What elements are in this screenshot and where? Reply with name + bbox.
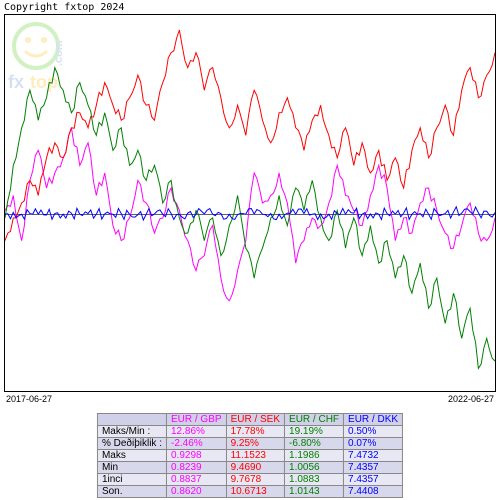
- table-cell: 9.4690: [226, 462, 284, 474]
- table-row: Maks0.929811.15231.19867.4732: [97, 450, 402, 462]
- table-cell: 0.8239: [166, 462, 226, 474]
- table-cell: 0.07%: [344, 438, 403, 450]
- table-cell: 11.1523: [226, 450, 284, 462]
- table-row: Son.0.862010.67131.01437.4408: [97, 486, 402, 498]
- table-cell: 1.0056: [285, 462, 344, 474]
- table-cell: 17.78%: [226, 426, 284, 438]
- table-cell: 0.8837: [166, 474, 226, 486]
- table-header: EUR / GBP: [166, 414, 226, 426]
- x-axis-end: 2022-06-27: [448, 394, 494, 404]
- table-cell: 10.6713: [226, 486, 284, 498]
- x-axis-start: 2017-06-27: [6, 394, 52, 404]
- table-header: EUR / SEK: [226, 414, 284, 426]
- table-cell: 0.50%: [344, 426, 403, 438]
- table-cell: -6.80%: [285, 438, 344, 450]
- table-cell: 7.4408: [344, 486, 403, 498]
- table-row: % Deðiþiklik :-2.46%9.25%-6.80%0.07%: [97, 438, 402, 450]
- table-row: Min0.82399.46901.00567.4357: [97, 462, 402, 474]
- copyright-text: Copyright fxtop 2024: [4, 2, 124, 13]
- row-label: Maks: [97, 450, 166, 462]
- table-cell: 0.8620: [166, 486, 226, 498]
- table-row: 1inci0.88379.76781.08837.4357: [97, 474, 402, 486]
- table-cell: 7.4357: [344, 474, 403, 486]
- table-cell: 1.0883: [285, 474, 344, 486]
- row-label: Min: [97, 462, 166, 474]
- table-cell: 12.86%: [166, 426, 226, 438]
- stats-table: EUR / GBPEUR / SEKEUR / CHFEUR / DKKMaks…: [97, 413, 403, 498]
- row-label: Son.: [97, 486, 166, 498]
- row-label: % Deðiþiklik :: [97, 438, 166, 450]
- table-corner: [97, 414, 166, 426]
- currency-chart: [4, 14, 496, 392]
- table-header: EUR / DKK: [344, 414, 403, 426]
- table-cell: 1.0143: [285, 486, 344, 498]
- table-cell: 9.25%: [226, 438, 284, 450]
- table-cell: 7.4357: [344, 462, 403, 474]
- table-cell: 0.9298: [166, 450, 226, 462]
- row-label: 1inci: [97, 474, 166, 486]
- table-cell: 7.4732: [344, 450, 403, 462]
- row-label: Maks/Min :: [97, 426, 166, 438]
- table-cell: 1.1986: [285, 450, 344, 462]
- series-line: [5, 207, 495, 220]
- table-header: EUR / CHF: [285, 414, 344, 426]
- table-row: Maks/Min :12.86%17.78%19.19%0.50%: [97, 426, 402, 438]
- table-cell: -2.46%: [166, 438, 226, 450]
- table-cell: 9.7678: [226, 474, 284, 486]
- table-cell: 19.19%: [285, 426, 344, 438]
